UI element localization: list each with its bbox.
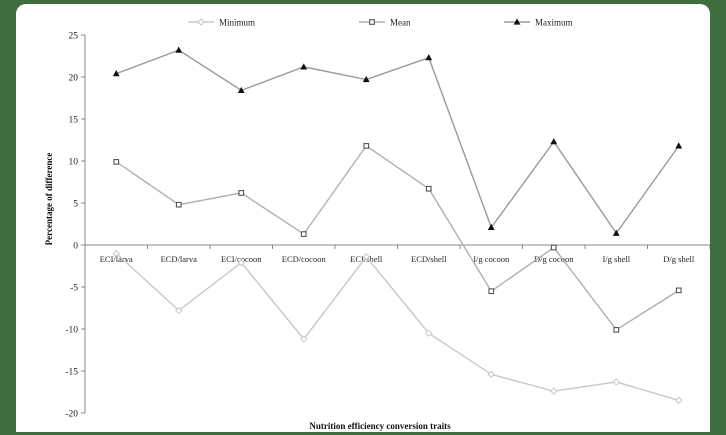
x-axis-title: Nutrition efficiency conversion traits: [309, 421, 451, 431]
minimum-series: [112, 249, 683, 405]
maximum-point: [112, 70, 120, 77]
x-category-label: ECI/cocoon: [221, 254, 262, 264]
mean-point: [300, 231, 307, 237]
maximum-point: [175, 46, 183, 53]
maximum-point: [550, 138, 558, 145]
minimum-point: [237, 258, 245, 267]
mean-point: [369, 19, 375, 25]
maximum-point: [425, 54, 433, 61]
minimum-point: [300, 335, 308, 343]
maximum-point: [237, 86, 245, 94]
mean-point: [488, 288, 495, 295]
minimum-legend-label: Minimum: [219, 18, 255, 28]
y-tick-label: 10: [69, 158, 79, 168]
series-group: [112, 46, 683, 405]
y-tick-label: -20: [65, 410, 78, 420]
x-category-label: ECD/larva: [161, 254, 198, 264]
x-category-label: D/g cocoon: [534, 254, 574, 264]
mean-series: [113, 143, 682, 333]
minimum-point: [362, 253, 370, 261]
maximum-point: [612, 229, 620, 236]
maximum-point: [675, 142, 683, 149]
maximum-line: [116, 49, 680, 235]
x-category-label: ECD/cocoon: [282, 254, 327, 264]
line-chart: Minimum Mean Maximum 25 20 15 10 5 0 -5 -10 -15 -20…: [44, 18, 710, 431]
mean-point: [363, 143, 370, 149]
y-tick-label: 15: [69, 116, 79, 126]
minimum-line: [115, 252, 679, 402]
mean-point: [113, 158, 120, 165]
minimum-point: [550, 387, 558, 395]
y-tick-labels: 25 20 15 10 5 0 -5 -10 -15 -20: [65, 32, 78, 420]
x-category-label: I/g shell: [602, 254, 630, 264]
minimum-point: [197, 18, 205, 26]
mean-point: [613, 326, 620, 333]
y-tick-label: -15: [65, 368, 78, 378]
maximum-series: [112, 46, 683, 236]
mean-point: [675, 287, 682, 294]
y-tick-label: -5: [70, 284, 78, 294]
maximum-point: [362, 75, 370, 83]
minimum-point: [487, 370, 495, 379]
axes: [81, 34, 710, 414]
maximum-point: [513, 18, 521, 25]
x-category-labels: ECI/larva ECD/larva ECI/cocoon ECD/cocoon EC…: [100, 254, 695, 264]
y-tick-label: -10: [65, 326, 78, 336]
mean-line: [115, 144, 680, 331]
x-category-label: ECI/larva: [100, 254, 133, 264]
chart-panel: Minimum Mean Maximum 25 20 15 10 5 0 -5 -10 -15 -20…: [16, 4, 710, 432]
maximum-point: [300, 63, 308, 70]
mean-legend-label: Mean: [390, 18, 411, 28]
maximum-legend-label: Maximum: [535, 18, 573, 28]
minimum-point: [675, 396, 683, 405]
mean-point: [425, 185, 432, 192]
x-category-label: D/g shell: [663, 254, 695, 264]
minimum-point: [175, 306, 183, 315]
y-tick-label: 0: [73, 242, 78, 252]
y-tick-label: 25: [69, 32, 79, 42]
y-tick-label: 5: [73, 200, 78, 210]
maximum-point: [487, 223, 495, 230]
mean-point: [238, 190, 245, 196]
mean-point: [550, 244, 557, 251]
x-category-label: ECD/shell: [411, 254, 447, 264]
legend: Minimum Mean Maximum: [188, 18, 573, 28]
y-tick-label: 20: [69, 74, 79, 84]
mean-point: [175, 201, 182, 208]
minimum-point: [112, 249, 120, 258]
minimum-point: [612, 378, 620, 386]
x-category-label: I/g cocoon: [473, 254, 510, 264]
minimum-point: [425, 329, 433, 337]
y-axis-title: Percentage of difference: [44, 153, 54, 246]
